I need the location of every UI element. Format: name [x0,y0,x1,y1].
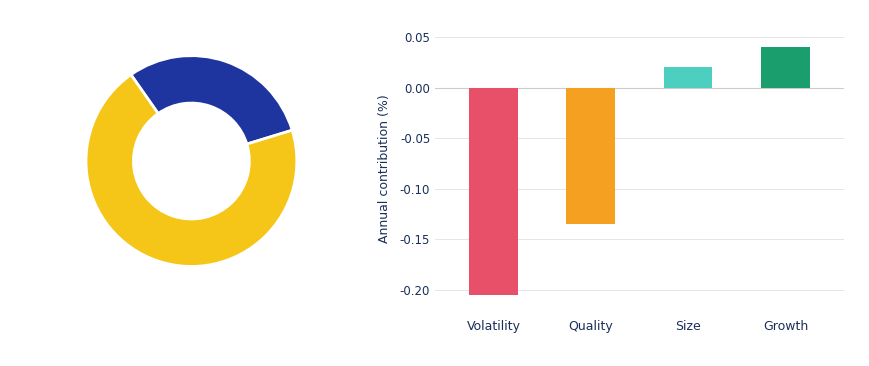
Y-axis label: Annual contribution (%): Annual contribution (%) [378,94,391,243]
Bar [663,67,712,87]
Wedge shape [131,56,292,144]
Wedge shape [86,75,296,266]
Bar [760,47,809,87]
Bar [468,87,517,295]
Bar [566,87,614,224]
